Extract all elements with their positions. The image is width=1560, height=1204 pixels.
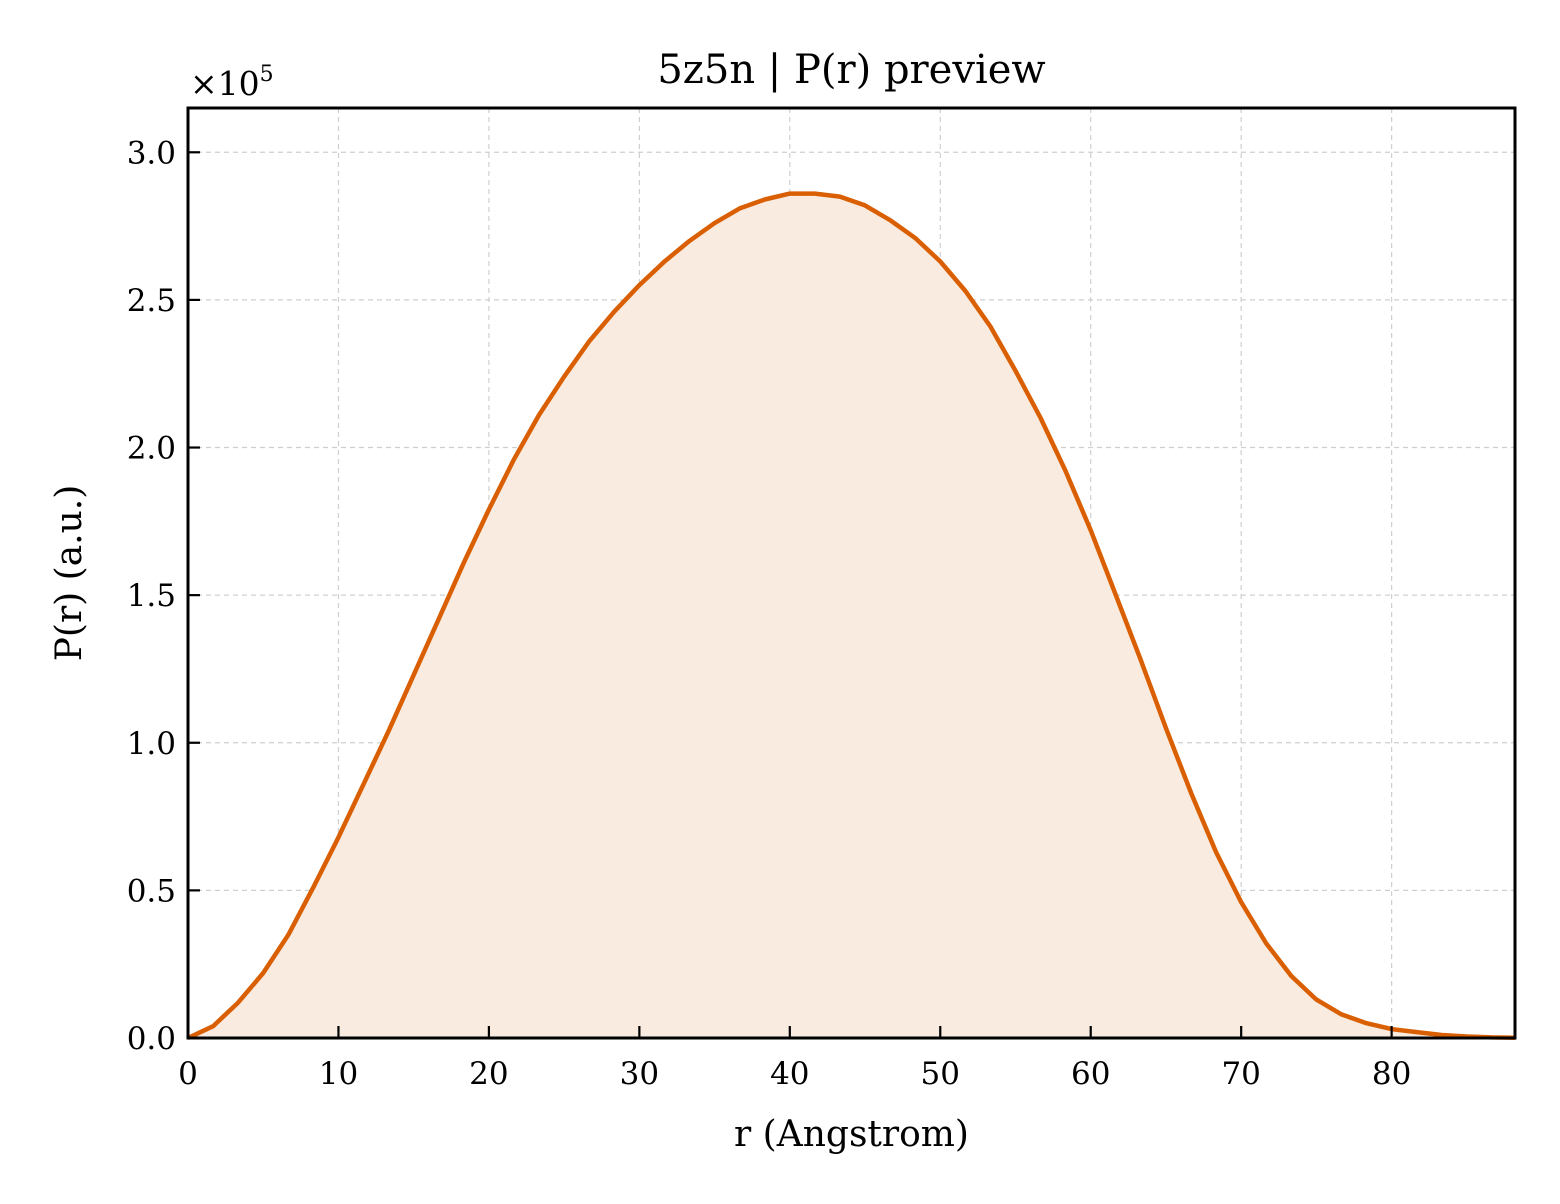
x-tick-label: 80 [1372,1056,1411,1092]
chart-title: 5z5n | P(r) preview [657,47,1045,93]
plot-frame [186,106,1517,1040]
y-axis-label: P(r) (a.u.) [49,485,90,662]
ticks [186,151,1393,1040]
y-tick-label: 2.5 [127,283,176,319]
x-tick-label: 70 [1221,1056,1260,1092]
y-tick-label: 1.5 [127,578,176,614]
y-scale-base: ×10 [190,64,260,103]
y-scale-exponent: 5 [260,62,274,87]
x-axis-label: r (Angstrom) [734,1114,969,1155]
x-tick-label: 10 [319,1056,358,1092]
x-tick-label: 20 [469,1056,508,1092]
x-tick-label: 30 [620,1056,659,1092]
y-scale-multiplier: ×105 [190,62,274,103]
y-tick-label: 0.5 [127,873,176,909]
y-tick-label: 2.0 [127,431,176,467]
y-tick-label: 0.0 [127,1021,176,1057]
x-tick-label: 0 [178,1056,198,1092]
x-tick-label: 50 [921,1056,960,1092]
x-tick-label: 60 [1071,1056,1110,1092]
x-tick-label: 40 [770,1056,809,1092]
series-area-fill [188,193,1515,1039]
series-line [187,191,1516,1041]
y-tick-label: 3.0 [127,135,176,171]
tick-labels: 0 10 20 30 40 50 60 70 80 0.0 0.5 1.0 1.5 2.0 2.5 3.0 [127,135,1412,1092]
y-tick-label: 1.0 [127,726,176,762]
